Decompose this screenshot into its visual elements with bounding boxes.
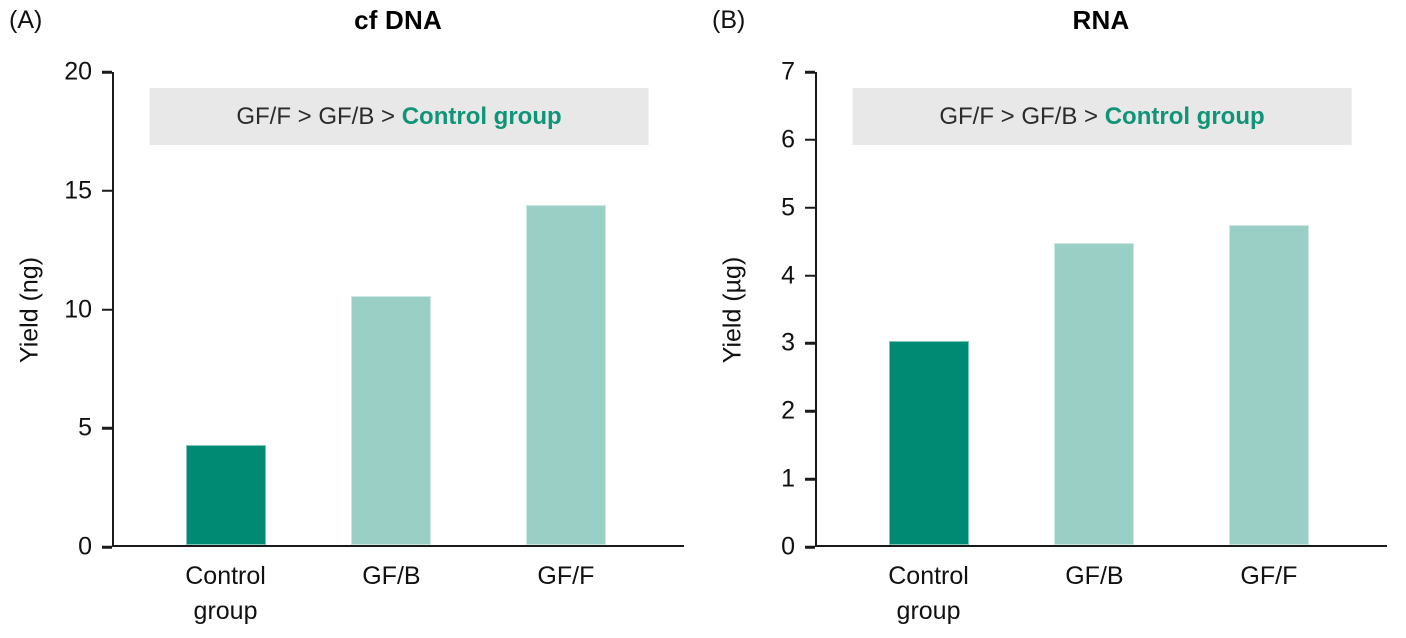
y-axis-tick-label: 0: [78, 532, 92, 561]
panel-b-rna: (B) RNA Yield (µg) GF/F > GF/B > Control…: [703, 0, 1406, 638]
plot-area: GF/F > GF/B > Control group 0 1 2 3 4 5 6 7 Cont…: [781, 59, 1387, 625]
panel-label-a: (A): [9, 6, 43, 34]
y-axis-tick: [804, 545, 815, 549]
ranking-annotation: GF/F > GF/B > Control group: [149, 88, 649, 145]
ranking-annotation: GF/F > GF/B > Control group: [852, 88, 1352, 145]
y-axis-tick-label: 5: [78, 413, 92, 442]
bar-control-group: [888, 341, 969, 545]
ranking-highlight: Control group: [401, 102, 562, 130]
x-axis-label: GF/F: [1240, 562, 1298, 590]
y-axis-tick-label: 15: [64, 176, 92, 205]
y-axis-tick-label: 7: [781, 57, 795, 86]
y-axis-tick: [804, 70, 815, 74]
y-axis-tick-label: 2: [781, 396, 795, 425]
y-axis-tick-label: 20: [64, 57, 92, 86]
bar-gf-b: [351, 295, 432, 545]
chart-title-cfdna: cf DNA: [354, 5, 442, 35]
y-axis-tick-label: 5: [781, 193, 795, 222]
y-axis-tick: [804, 138, 815, 142]
ranking-highlight: Control group: [1104, 102, 1265, 130]
ranking-prefix: GF/F > GF/B >: [939, 102, 1105, 130]
y-axis-tick-label: 6: [781, 125, 795, 154]
panel-label-b: (B): [712, 6, 746, 34]
y-axis-tick-label: 0: [781, 532, 795, 561]
y-axis-tick: [101, 427, 112, 430]
y-axis-tick-label: 3: [781, 328, 795, 357]
chart-title-rna: RNA: [1072, 5, 1130, 35]
plot-area: GF/F > GF/B > Control group 0 5 10 15 20 Cont…: [64, 59, 684, 625]
y-axis-tick-label: 1: [781, 464, 795, 493]
ranking-prefix: GF/F > GF/B >: [236, 102, 402, 130]
y-axis-tick: [804, 274, 815, 277]
y-axis-tick: [804, 342, 815, 345]
x-axis-label: GF/F: [537, 562, 595, 590]
x-axis-label: Control group: [185, 562, 266, 625]
y-axis-tick-label: 10: [64, 295, 92, 323]
bar-gf-f: [525, 205, 606, 545]
y-axis-tick: [804, 410, 815, 413]
bar-gf-b: [1054, 243, 1135, 545]
y-axis-tick: [101, 308, 112, 311]
panel-a-cfdna: (A) cf DNA Yield (ng) GF/F > GF/B > Cont…: [9, 5, 684, 625]
x-axis-label: Control group: [888, 562, 969, 625]
y-axis-tick: [101, 545, 112, 549]
x-axis-label: GF/B: [362, 562, 421, 590]
y-axis-tick: [804, 206, 815, 209]
y-axis-tick: [804, 477, 815, 481]
bar-gf-f: [1228, 224, 1309, 545]
x-axis-label: GF/B: [1065, 562, 1124, 590]
y-axis-tick: [101, 70, 112, 74]
y-axis-tick-label: 4: [781, 261, 795, 290]
y-axis-tick: [101, 189, 112, 192]
bar-control-group: [185, 445, 266, 545]
